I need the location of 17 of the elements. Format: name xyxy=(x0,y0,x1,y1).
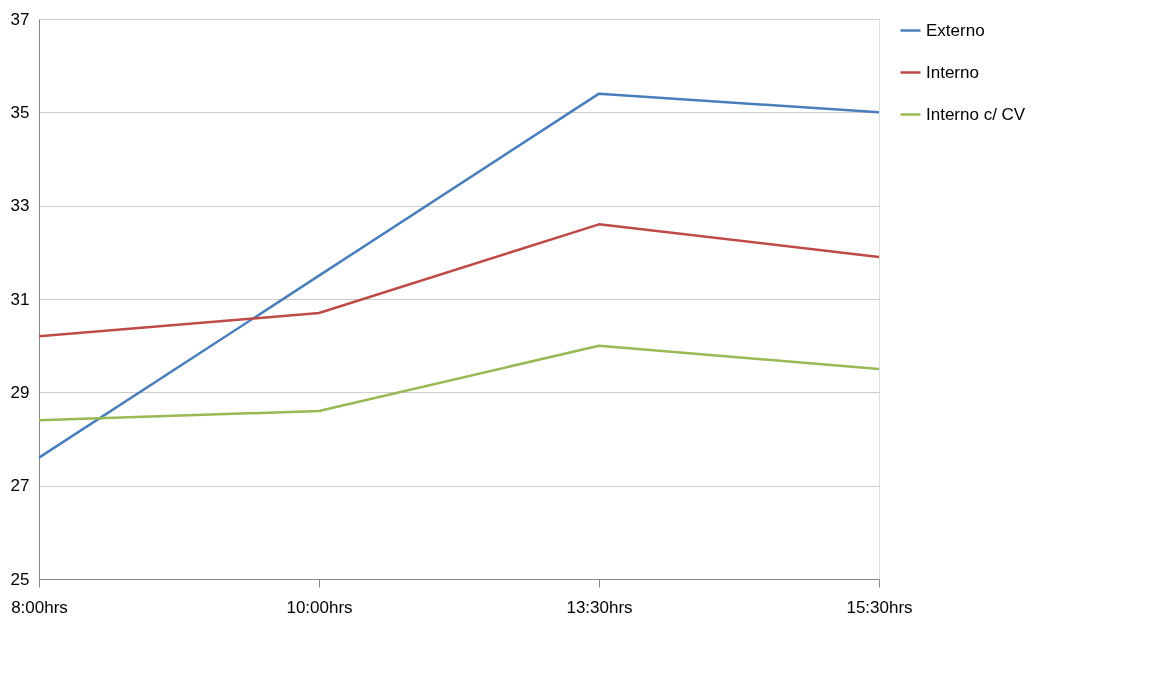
line-series xyxy=(37,223,881,338)
legend-label: Externo xyxy=(926,20,985,40)
y-tick-label: 31 xyxy=(10,289,30,309)
y-tick-label: 37 xyxy=(10,9,30,29)
x-tick-label: 8:00hrs xyxy=(11,597,68,617)
x-tick-label: 13:30hrs xyxy=(566,597,633,617)
y-tick-label: 27 xyxy=(10,476,30,496)
x-tick-label: 15:30hrs xyxy=(846,597,913,617)
line-series xyxy=(37,344,881,422)
y-tick-label: 35 xyxy=(10,102,30,122)
y-tick-label: 25 xyxy=(10,569,30,589)
legend-label: Interno xyxy=(926,62,979,82)
x-tick-label: 10:00hrs xyxy=(286,597,353,617)
line-series xyxy=(37,92,881,459)
y-tick-label: 33 xyxy=(10,196,30,216)
y-tick-label: 29 xyxy=(10,382,30,402)
legend-label: Interno c/ CV xyxy=(926,104,1026,124)
